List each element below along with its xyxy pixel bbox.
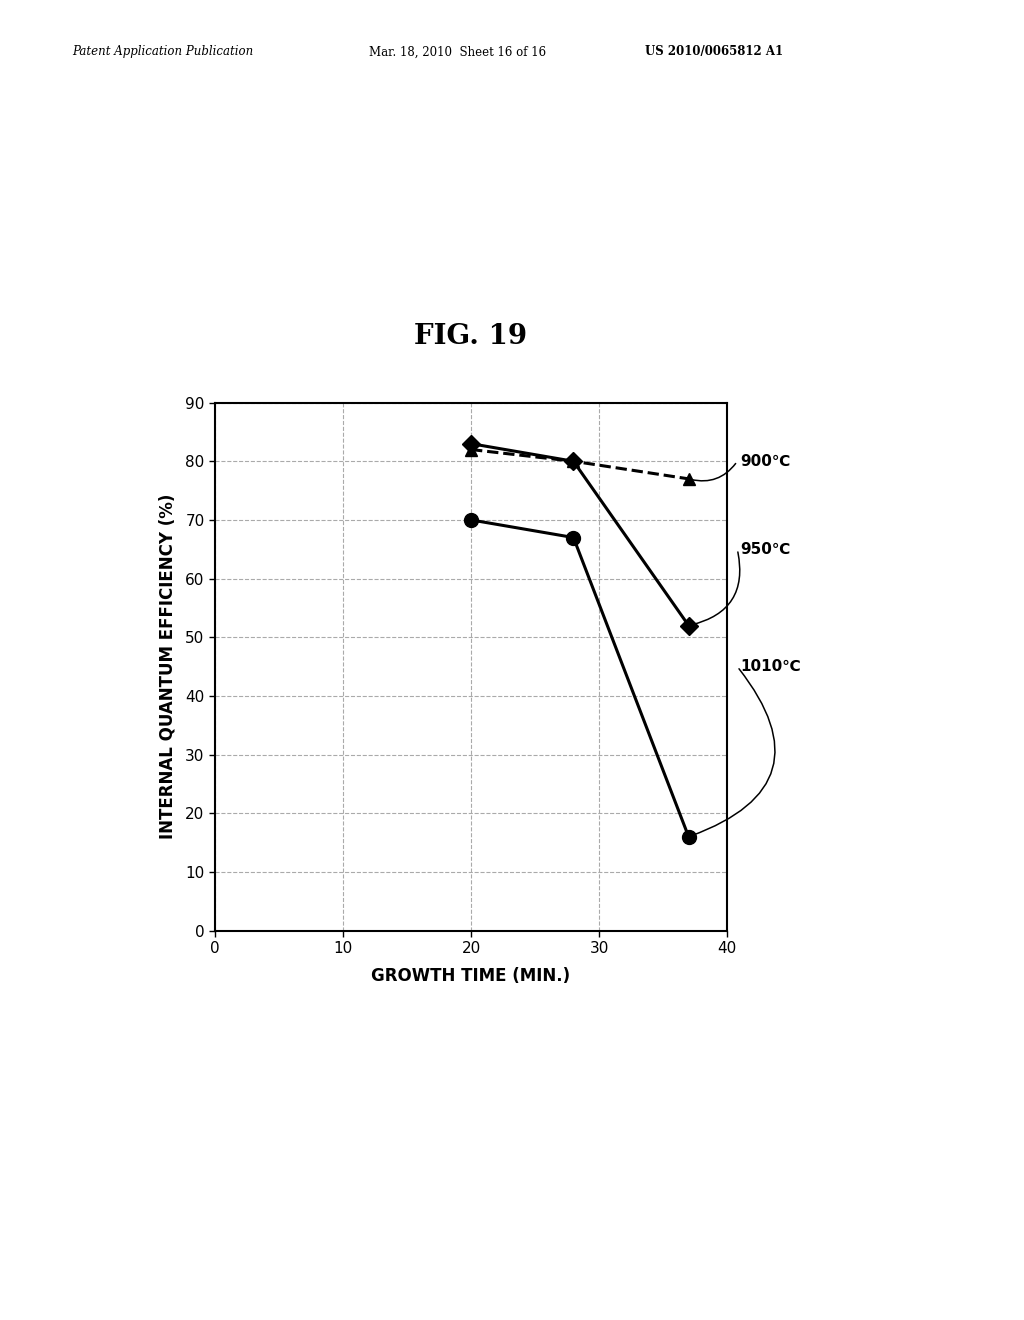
Text: 1010℃: 1010℃	[739, 659, 801, 675]
Text: US 2010/0065812 A1: US 2010/0065812 A1	[645, 45, 783, 58]
Y-axis label: INTERNAL QUANTUM EFFICIENCY (%): INTERNAL QUANTUM EFFICIENCY (%)	[159, 494, 177, 840]
Text: 950℃: 950℃	[739, 541, 791, 557]
X-axis label: GROWTH TIME (MIN.): GROWTH TIME (MIN.)	[372, 968, 570, 985]
Text: Patent Application Publication: Patent Application Publication	[72, 45, 253, 58]
Text: FIG. 19: FIG. 19	[415, 323, 527, 350]
Text: Mar. 18, 2010  Sheet 16 of 16: Mar. 18, 2010 Sheet 16 of 16	[369, 45, 546, 58]
Text: 900℃: 900℃	[739, 454, 791, 469]
